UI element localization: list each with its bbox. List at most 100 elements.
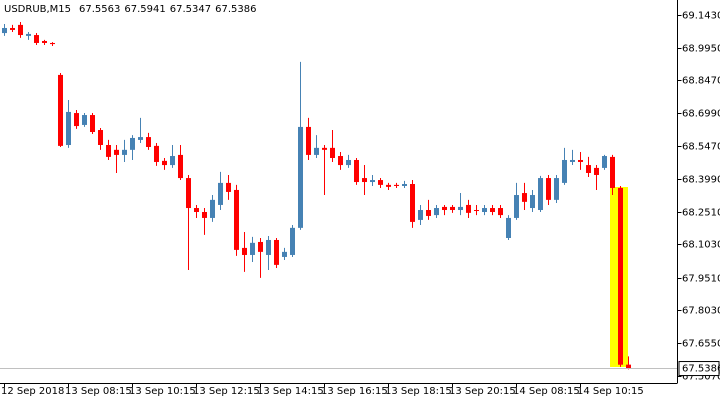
candle-body (26, 33, 31, 36)
candle-body (210, 199, 215, 218)
x-tick-label: 12 Sep 2018 (1, 386, 64, 397)
last-close: 67.5386 (215, 4, 256, 15)
candle-body (586, 165, 591, 173)
candle-body (242, 247, 247, 255)
x-tick-label: 13 Sep 12:15 (193, 386, 260, 397)
candle-body (562, 159, 567, 183)
x-tick-label: 13 Sep 14:15 (257, 386, 324, 397)
y-tick-label: 67.6550 (682, 339, 720, 350)
candle-body (530, 195, 535, 209)
last-open: 67.5563 (79, 4, 120, 15)
candle-body (122, 149, 127, 155)
candle-body (170, 156, 175, 166)
candle-body (386, 184, 391, 187)
candle-body (146, 137, 151, 147)
y-tick-label: 69.1430 (682, 11, 720, 22)
candle-body (426, 210, 431, 216)
candle-body (410, 184, 415, 222)
candle-body (306, 126, 311, 155)
x-tick-label: 13 Sep 20:15 (449, 386, 516, 397)
chart-info: USDRUB,M15 67.5563 67.5941 67.5347 67.5386 (4, 4, 256, 15)
candle-body (450, 206, 455, 211)
candle-body (514, 195, 519, 218)
candle-body (402, 184, 407, 186)
y-tick-label: 68.8470 (682, 76, 720, 87)
candle-body (482, 208, 487, 212)
candle-body (506, 217, 511, 238)
candles (0, 22, 678, 370)
candle-body (42, 40, 47, 43)
candle-body (458, 206, 463, 211)
candle-body (98, 130, 103, 146)
y-tick-label: 67.9510 (682, 274, 720, 285)
candle-body (442, 206, 447, 211)
candle-body (178, 154, 183, 179)
y-tick-label: 68.5470 (682, 142, 720, 153)
candle-body (274, 239, 279, 265)
y-tick-label: 68.3990 (682, 175, 720, 186)
candle-body (186, 178, 191, 209)
y-tick-label: 67.5070 (682, 372, 720, 383)
candle-body (74, 113, 79, 127)
candle-body (498, 208, 503, 216)
candle-body (138, 137, 143, 140)
candle-body (298, 126, 303, 228)
candle-body (218, 182, 223, 205)
candle-body (626, 364, 631, 369)
axis-layer (4, 15, 682, 387)
candle-body (82, 115, 87, 125)
candle-body (610, 156, 615, 188)
last-low: 67.5347 (170, 4, 211, 15)
last-high: 67.5941 (124, 4, 165, 15)
x-tick-label: 13 Sep 18:15 (385, 386, 452, 397)
candle-body (602, 156, 607, 168)
candle-body (346, 159, 351, 166)
candle-body (50, 42, 55, 45)
candle-body (106, 145, 111, 157)
last-price-label: 67.5386 (682, 364, 720, 375)
candle-body (578, 159, 583, 162)
symbol: USDRUB,M15 (4, 4, 71, 15)
candle-body (290, 227, 295, 255)
x-tick-label: 13 Sep 08:15 (65, 386, 132, 397)
candle-body (554, 178, 559, 200)
y-tick-label: 68.2510 (682, 208, 720, 219)
candle-body (2, 27, 7, 34)
y-tick-label: 67.8030 (682, 306, 720, 317)
y-tick-label: 68.9950 (682, 44, 720, 55)
candle-body (618, 187, 623, 365)
candle-body (538, 178, 543, 211)
candle-body (202, 211, 207, 218)
candle-body (90, 115, 95, 133)
last-price-box (678, 361, 720, 377)
candle-body (362, 178, 367, 183)
x-tick-label: 14 Sep 10:15 (577, 386, 644, 397)
candle-body (162, 160, 167, 166)
x-tick-label: 14 Sep 08:15 (513, 386, 580, 397)
y-tick-label: 68.6990 (682, 109, 720, 120)
candle-body (194, 208, 199, 212)
candle-body (370, 180, 375, 183)
candle-body (34, 35, 39, 43)
x-tick-label: 13 Sep 16:15 (321, 386, 388, 397)
candle-body (434, 208, 439, 216)
candle-body (314, 147, 319, 155)
candle-body (66, 111, 71, 146)
candle-body (18, 24, 23, 36)
candle-body (546, 178, 551, 200)
candle-body (10, 27, 15, 30)
candle-body (58, 74, 63, 146)
candle-body (322, 147, 327, 150)
candle-body (250, 242, 255, 255)
candle-body (570, 159, 575, 162)
candle-body (354, 159, 359, 183)
candle-body (226, 182, 231, 192)
y-tick-label: 68.1030 (682, 240, 720, 251)
candle-body (394, 184, 399, 186)
candle-body (474, 210, 479, 212)
candle-body (490, 208, 495, 212)
candle-body (154, 145, 159, 162)
candle-body (330, 147, 335, 159)
candle-body (418, 210, 423, 220)
